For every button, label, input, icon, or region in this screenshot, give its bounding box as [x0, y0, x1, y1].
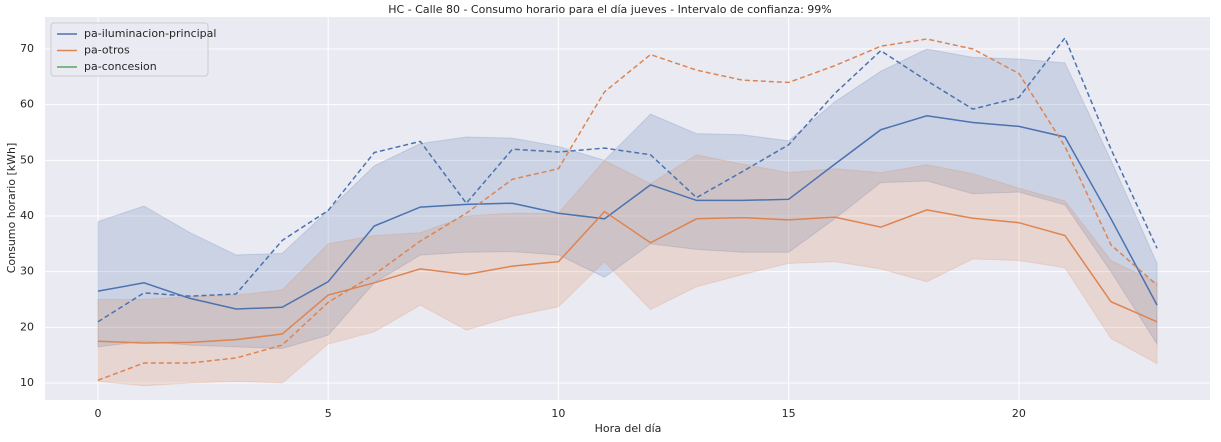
legend-label: pa-iluminacion-principal — [84, 27, 216, 40]
legend-box — [50, 22, 209, 77]
x-tick-label: 20 — [1012, 407, 1026, 420]
legend-label: pa-otros — [84, 44, 130, 57]
plot-area — [45, 17, 1210, 400]
confidence-band — [97, 154, 1158, 387]
x-axis-label: Hora del día — [595, 422, 662, 435]
y-tick-label: 30 — [20, 265, 34, 278]
y-tick-label: 10 — [20, 376, 34, 389]
legend-label: pa-concesion — [84, 60, 157, 73]
x-tick-label: 0 — [94, 407, 101, 420]
y-tick-label: 50 — [20, 153, 34, 166]
line — [97, 115, 1158, 310]
y-tick-label: 40 — [20, 209, 34, 222]
dashed-line — [97, 36, 1158, 323]
legend: pa-iluminacion-principal pa-otros pa-conce… — [50, 22, 216, 77]
chart-title: HC - Calle 80 - Consumo horario para el … — [388, 3, 831, 16]
y-tick-label: 60 — [20, 98, 34, 111]
x-tick-label: 10 — [551, 407, 565, 420]
confidence-band — [97, 48, 1158, 350]
y-axis-label: Consumo horario [kWh] — [5, 143, 18, 274]
x-tick-label: 15 — [782, 407, 796, 420]
line — [97, 209, 1158, 344]
grid — [45, 17, 1210, 400]
y-tick-label: 70 — [20, 42, 34, 55]
y-tick-label: 20 — [20, 320, 34, 333]
dashed-line — [97, 38, 1158, 381]
marks — [97, 36, 1158, 387]
x-tick-label: 5 — [325, 407, 332, 420]
